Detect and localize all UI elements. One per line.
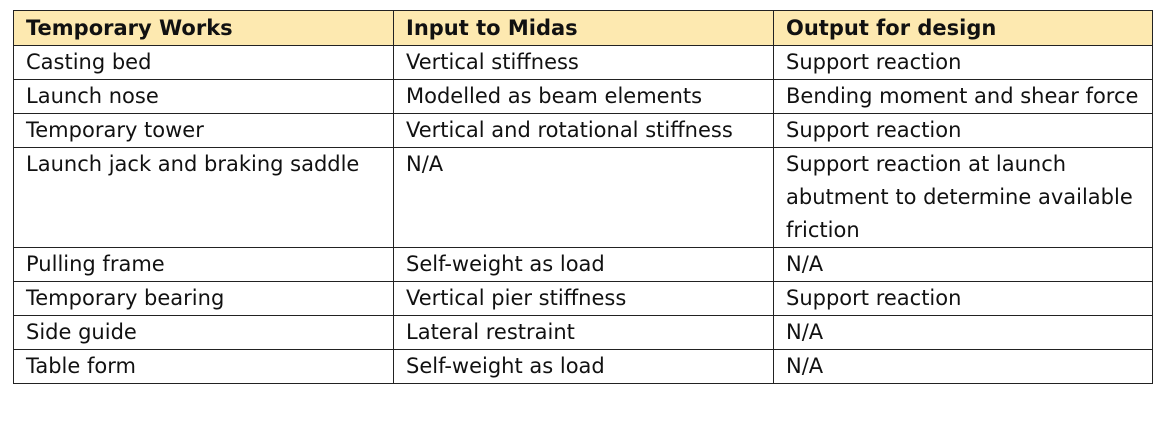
cell-input-to-midas: Modelled as beam elements bbox=[393, 79, 774, 114]
column-header-input-to-midas: Input to Midas bbox=[393, 10, 774, 46]
cell-temporary-works: Launch nose bbox=[13, 79, 394, 114]
cell-temporary-works: Temporary tower bbox=[13, 113, 394, 148]
cell-output-for-design: Support reaction bbox=[773, 281, 1153, 316]
cell-input-to-midas: Vertical and rotational stiffness bbox=[393, 113, 774, 148]
table-row: Side guide Lateral restraint N/A bbox=[13, 315, 1153, 350]
cell-input-to-midas: Self-weight as load bbox=[393, 349, 774, 384]
cell-output-for-design: Support reaction bbox=[773, 45, 1153, 80]
table-row: Temporary tower Vertical and rotational … bbox=[13, 113, 1153, 148]
cell-output-for-design: Support reaction bbox=[773, 113, 1153, 148]
column-header-temporary-works: Temporary Works bbox=[13, 10, 394, 46]
table-row: Table form Self-weight as load N/A bbox=[13, 349, 1153, 384]
column-header-output-for-design: Output for design bbox=[773, 10, 1153, 46]
cell-temporary-works: Casting bed bbox=[13, 45, 394, 80]
cell-input-to-midas: Self-weight as load bbox=[393, 247, 774, 282]
cell-input-to-midas: Vertical pier stiffness bbox=[393, 281, 774, 316]
table-row: Launch nose Modelled as beam elements Be… bbox=[13, 79, 1153, 114]
header-row: Temporary Works Input to Midas Output fo… bbox=[13, 10, 1153, 46]
cell-input-to-midas: N/A bbox=[393, 147, 774, 248]
cell-temporary-works: Pulling frame bbox=[13, 247, 394, 282]
table-row: Launch jack and braking saddle N/A Suppo… bbox=[13, 147, 1153, 248]
cell-output-for-design: Bending moment and shear force bbox=[773, 79, 1153, 114]
cell-temporary-works: Launch jack and braking saddle bbox=[13, 147, 394, 248]
cell-temporary-works: Table form bbox=[13, 349, 394, 384]
table-row: Temporary bearing Vertical pier stiffnes… bbox=[13, 281, 1153, 316]
cell-temporary-works: Temporary bearing bbox=[13, 281, 394, 316]
cell-output-for-design: N/A bbox=[773, 315, 1153, 350]
cell-output-for-design: N/A bbox=[773, 349, 1153, 384]
temporary-works-table: Temporary Works Input to Midas Output fo… bbox=[13, 10, 1153, 384]
cell-output-for-design: Support reaction at launch abutment to d… bbox=[773, 147, 1153, 248]
cell-temporary-works: Side guide bbox=[13, 315, 394, 350]
table-row: Casting bed Vertical stiffness Support r… bbox=[13, 45, 1153, 80]
table-row: Pulling frame Self-weight as load N/A bbox=[13, 247, 1153, 282]
cell-input-to-midas: Lateral restraint bbox=[393, 315, 774, 350]
cell-output-for-design: N/A bbox=[773, 247, 1153, 282]
cell-input-to-midas: Vertical stiffness bbox=[393, 45, 774, 80]
